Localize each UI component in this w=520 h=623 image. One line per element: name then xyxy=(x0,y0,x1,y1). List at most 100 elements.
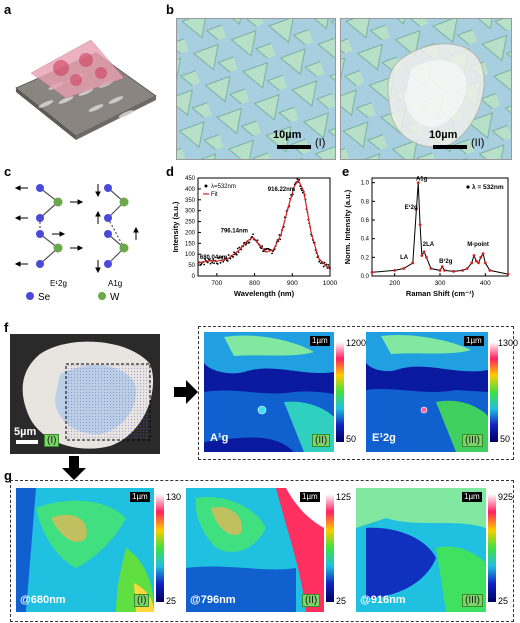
colorbar-max: 1200 xyxy=(346,338,367,348)
colorbar-max: 925 xyxy=(498,492,514,502)
roman-label: (III) xyxy=(462,434,483,447)
y-tick-label: 200 xyxy=(185,230,196,236)
vibration-modes-diagram: E¹2g A1g Se W xyxy=(14,184,139,302)
data-point xyxy=(212,258,215,261)
data-point xyxy=(204,258,206,260)
data-point xyxy=(271,252,273,255)
triangle-array-flake xyxy=(341,19,511,159)
y-tick-label: 300 xyxy=(185,209,196,215)
pl-map-916: @916nm (III) 1µm xyxy=(356,488,486,612)
data-point xyxy=(235,253,238,256)
data-point xyxy=(322,265,325,268)
fit-line xyxy=(197,178,331,270)
data-point xyxy=(481,252,485,255)
data-point xyxy=(203,263,206,266)
colorbar-e2g xyxy=(490,342,498,442)
x-tick-label: 1000 xyxy=(323,280,338,287)
mode-label-e2g: E¹2g xyxy=(50,279,67,288)
panel-letter-e: e xyxy=(342,164,350,179)
legend-label: λ = 532nm xyxy=(472,183,504,191)
data-point xyxy=(209,262,212,265)
y-tick-label: 100 xyxy=(185,252,196,258)
x-tick-label: 800 xyxy=(249,280,260,287)
roman-label: (III) xyxy=(462,594,483,607)
legend-marker xyxy=(466,185,470,189)
y-axis-label: Intensity (a.u.) xyxy=(171,201,180,252)
data-point xyxy=(465,267,469,270)
data-point xyxy=(438,269,442,272)
legend-label-w: W xyxy=(110,292,120,302)
data-point xyxy=(415,207,418,211)
roman-label: (I) xyxy=(134,594,150,607)
annotation-916: 916.22nm xyxy=(268,187,295,193)
scale-label: 1µm xyxy=(130,492,150,502)
x-axis-label: Raman Shift (cm⁻¹) xyxy=(406,289,475,298)
pl-maps-box xyxy=(10,480,514,622)
y-tick-label: 1.0 xyxy=(361,181,370,187)
y-tick-label: 0.2 xyxy=(361,255,370,261)
data-point xyxy=(233,251,235,254)
data-point xyxy=(248,241,251,244)
x-tick-label: 900 xyxy=(287,280,298,287)
legend-label-fit: Fit xyxy=(211,192,218,198)
data-point xyxy=(327,264,330,266)
x-tick-label: 200 xyxy=(389,280,400,287)
optical-image-flake: 10µm (II) xyxy=(340,18,512,160)
map-label: E¹2g xyxy=(372,432,396,444)
roman-label: (II) xyxy=(312,434,331,447)
data-point xyxy=(256,239,259,242)
mode-label-a1g: A1g xyxy=(108,279,122,288)
y-tick-label: 0.0 xyxy=(361,274,370,280)
panel-letter-g: g xyxy=(4,468,12,483)
colorbar-min: 50 xyxy=(500,434,511,444)
x-tick-label: 300 xyxy=(435,280,446,287)
scale-label: 1µm xyxy=(464,336,484,346)
data-point xyxy=(461,269,465,272)
data-point xyxy=(440,265,444,269)
data-point xyxy=(488,269,492,272)
y-tick-label: 0.8 xyxy=(361,199,370,205)
x-axis-label: Wavelength (nm) xyxy=(234,289,295,298)
scale-bar xyxy=(433,145,467,149)
data-point xyxy=(229,257,232,260)
data-point xyxy=(422,250,426,254)
data-point xyxy=(238,246,241,249)
map-label: @680nm xyxy=(20,594,66,606)
optical-image-substrate: 10µm (I) xyxy=(176,18,336,160)
data-point xyxy=(222,260,225,263)
y-tick-label: 400 xyxy=(185,187,196,193)
data-point xyxy=(237,251,240,254)
pl-map-796: @796nm (II) 1µm xyxy=(186,488,324,612)
annotation-la: LA xyxy=(400,255,409,261)
data-point xyxy=(420,254,424,257)
raman-spectrum-chart: 200 300 400 0.0 0.2 0.4 0.6 0.8 1.0 Raman Shift (… xyxy=(343,177,510,298)
colorbar-min: 50 xyxy=(346,434,357,444)
y-tick-label: 50 xyxy=(188,263,195,269)
colorbar-a1g xyxy=(336,342,344,442)
data-point xyxy=(370,270,374,274)
scale-label: 1µm xyxy=(300,492,320,502)
legend-label-data: λ=532nm xyxy=(211,184,236,190)
data-point xyxy=(506,272,510,276)
flake-shape xyxy=(22,341,154,449)
y-tick-label: 0 xyxy=(192,274,196,280)
data-point xyxy=(227,254,230,256)
data-point xyxy=(232,256,235,258)
legend-swatch-se xyxy=(26,292,34,300)
scale-bar xyxy=(16,440,38,444)
scale-label: 1µm xyxy=(462,492,482,502)
roman-label: (I) xyxy=(315,137,326,149)
roman-label: (II) xyxy=(471,137,485,149)
arrow-down-icon xyxy=(62,456,86,480)
y-axis-label: Norm. Intensity (a.u.) xyxy=(343,189,352,264)
annotation-796: 796.14nm xyxy=(221,228,248,234)
y-tick-label: 350 xyxy=(185,198,196,204)
heatmap-796 xyxy=(186,488,324,612)
colorbar-916 xyxy=(488,494,496,602)
y-tick-label: 0.6 xyxy=(361,218,370,224)
arrow-right-icon xyxy=(174,380,198,404)
map-label: A¹g xyxy=(210,432,229,444)
panel-letter-b: b xyxy=(166,2,174,17)
data-point xyxy=(216,263,219,265)
data-point xyxy=(320,262,322,265)
